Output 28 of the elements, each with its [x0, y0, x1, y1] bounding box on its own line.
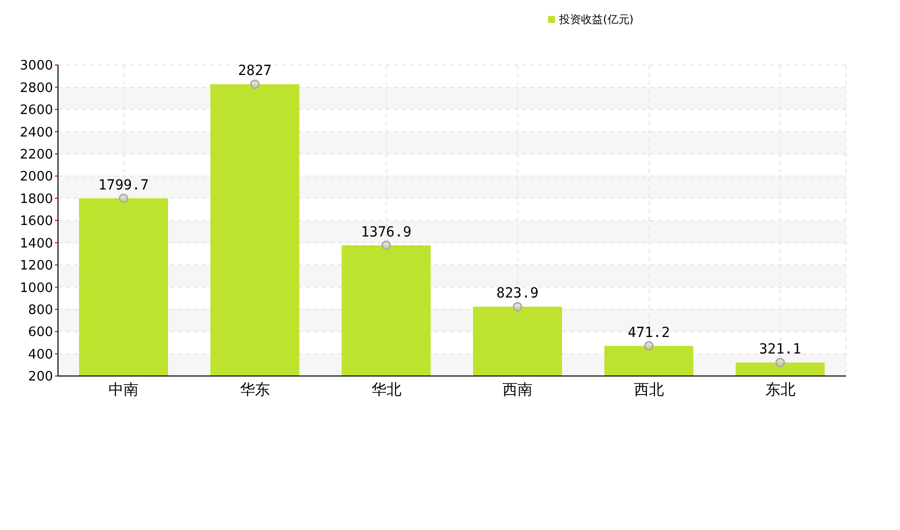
x-tick-label: 华北	[371, 380, 402, 399]
x-tick-label: 西南	[502, 380, 533, 399]
y-tick-label: 400	[28, 347, 53, 362]
x-tick-label: 华东	[240, 380, 270, 399]
y-tick-label: 1000	[20, 280, 53, 296]
legend-label: 投资收益(亿元)	[559, 13, 634, 26]
y-tick-label: 1400	[20, 236, 53, 252]
y-tick-label: 3000	[20, 58, 53, 74]
data-label: 471.2	[628, 324, 670, 341]
y-tick-label: 2000	[20, 170, 53, 185]
y-tick-label: 600	[28, 325, 53, 340]
y-tick-label: 2800	[20, 80, 53, 96]
y-tick-label: 200	[28, 370, 53, 385]
x-tick-label: 东北	[765, 380, 796, 399]
y-tick-label: 2600	[20, 103, 53, 118]
data-label: 321.1	[759, 342, 802, 358]
x-tick-label: 西北	[634, 380, 664, 399]
y-tick-label: 800	[28, 302, 53, 318]
y-tick-label: 1200	[20, 258, 53, 274]
y-tick-label: 1600	[20, 214, 53, 230]
y-tick-label: 2400	[20, 125, 53, 140]
data-label: 2827	[238, 63, 272, 80]
data-label: 823.9	[496, 286, 539, 302]
data-label: 1799.7	[98, 177, 149, 194]
x-tick-label: 中南	[108, 380, 139, 399]
data-label: 1376.9	[360, 224, 412, 240]
y-tick-label: 2200	[20, 147, 53, 162]
y-tick-label: 1800	[20, 192, 53, 207]
